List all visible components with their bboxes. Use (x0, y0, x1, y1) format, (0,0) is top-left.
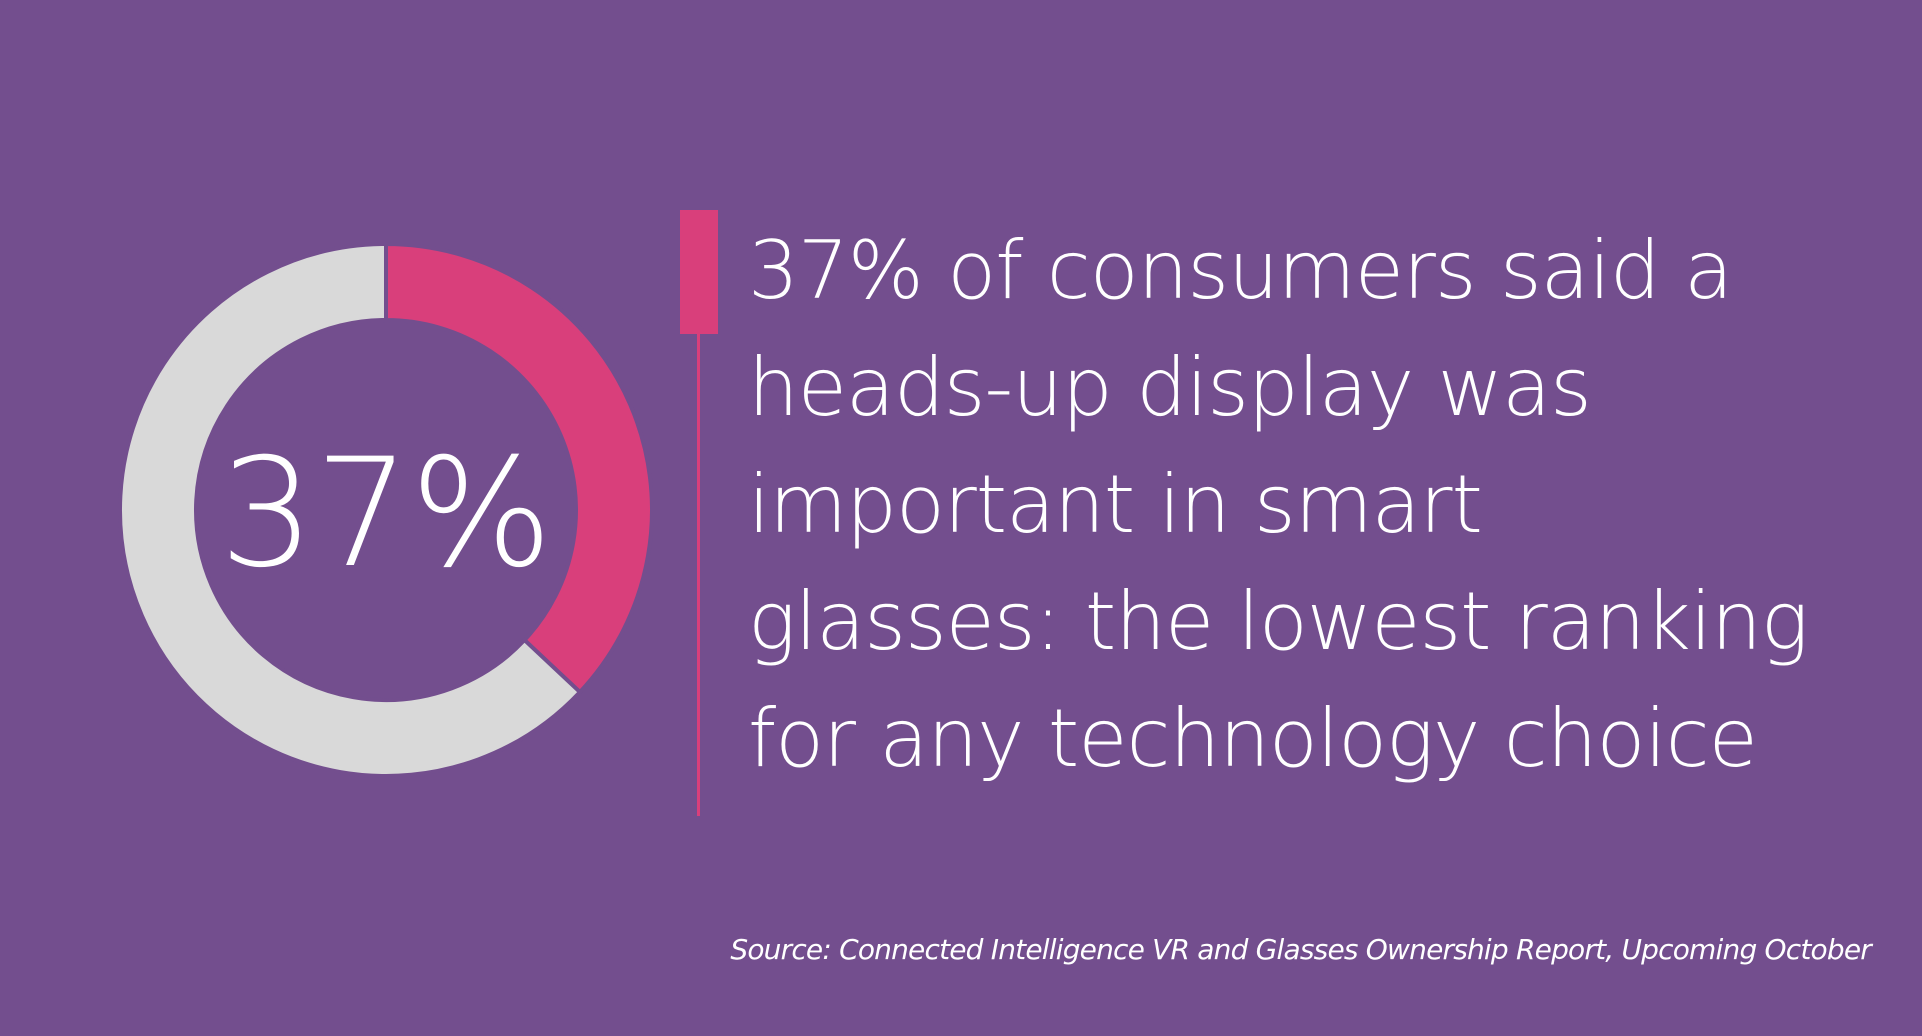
donut-chart: 37% (118, 242, 654, 778)
headline-line: 37% of consumers said a (748, 224, 1733, 317)
headline-line: for any technology choice (748, 692, 1758, 785)
accent-rule (697, 334, 700, 816)
donut-slice (384, 242, 654, 695)
headline-statement: 37% of consumers said a heads-up display… (748, 212, 1878, 797)
headline-line: important in smart (748, 458, 1483, 551)
headline-line: glasses: the lowest ranking (748, 575, 1809, 668)
source-note: Source: Connected Intelligence VR and Gl… (730, 933, 1871, 966)
donut-slice (118, 242, 583, 778)
headline-line: heads-up display was (748, 341, 1592, 434)
accent-bar (680, 210, 718, 334)
donut-center-value: 37% (219, 427, 552, 601)
donut-chart-svg: 37% (118, 242, 654, 778)
